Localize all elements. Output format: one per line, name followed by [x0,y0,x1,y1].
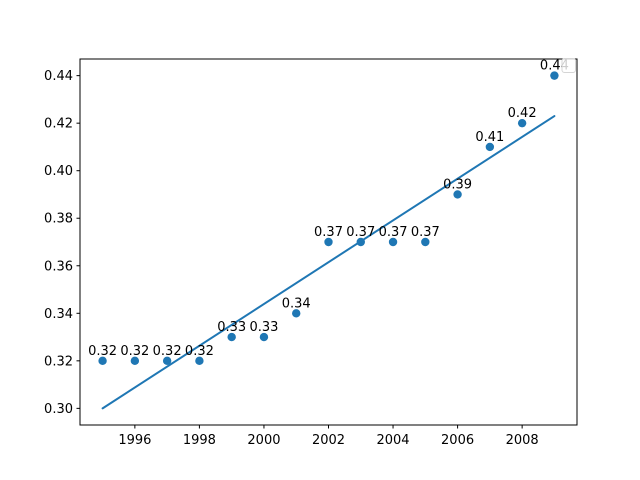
y-axis: 0.30 0.32 0.34 0.36 0.38 0.40 0.42 0.44 [44,69,80,417]
data-point-2009 [550,71,559,80]
data-point-2003 [356,237,365,247]
data-point-2007 [485,142,495,152]
data-point-2001 [292,309,301,318]
data-point-1998 [195,356,204,366]
y-tick-label: 0.40 [44,164,73,179]
data-point-1996 [130,356,140,366]
y-tick-label: 0.36 [44,259,73,274]
data-point-2000 [259,332,269,342]
x-tick-label: 2004 [376,433,409,448]
data-point-2008 [517,118,527,128]
legend-box [561,58,576,73]
trend-line [101,115,556,410]
point-label-1996: 0.32 [120,344,149,359]
data-point-1995 [98,356,107,366]
x-tick-label: 2008 [506,433,539,448]
data-point-2002 [324,237,333,247]
x-tick-label: 2000 [247,433,280,448]
point-label-1998: 0.32 [185,344,214,359]
data-point-1999 [227,332,236,342]
point-label-1999: 0.33 [217,320,246,335]
x-tick-label: 1998 [183,433,216,448]
data-point-2004 [388,237,398,247]
data-point-1997 [162,356,172,366]
x-tick-label: 2006 [441,433,474,448]
y-tick-label: 0.44 [44,69,73,84]
x-axis: 1996 1998 2000 2002 2004 2006 2008 [118,425,539,448]
scatter-series: 0.32 0.32 0.32 0.320.33 0.330.340.37 0.37 0.37… [88,59,569,366]
point-label-2000: 0.33 [249,320,278,335]
point-label-2004: 0.37 [379,225,408,240]
x-tick-label: 2002 [312,433,345,448]
y-tick-label: 0.34 [44,307,73,322]
point-label-2008: 0.42 [508,106,537,121]
y-tick-label: 0.30 [44,402,73,417]
point-label-2007: 0.41 [475,130,504,145]
y-tick-label: 0.32 [44,354,73,369]
point-label-2001: 0.34 [282,296,311,311]
y-tick-label: 0.38 [44,212,73,227]
point-label-2003: 0.37 [346,225,375,240]
x-tick-label: 1996 [118,433,151,448]
point-label-2006: 0.39 [443,177,472,192]
point-label-1997: 0.32 [153,344,182,359]
point-label-1995: 0.32 [88,344,117,359]
point-label-2005: 0.37 [411,225,440,240]
point-label-2002: 0.37 [314,225,343,240]
y-tick-label: 0.42 [44,117,73,132]
data-point-2005 [421,237,430,247]
data-point-2006 [453,190,462,199]
